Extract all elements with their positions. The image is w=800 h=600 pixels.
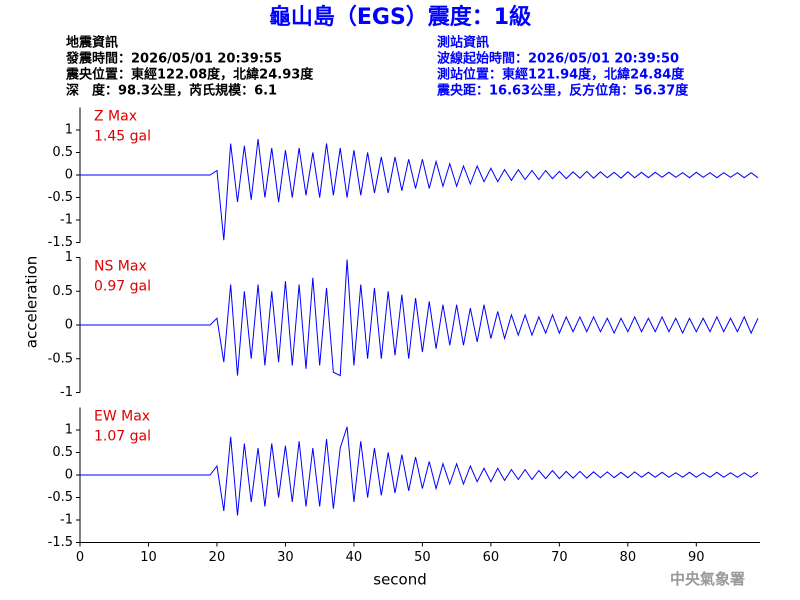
y-tick-label: 0.5 (52, 445, 73, 460)
y-tick-label: 0 (65, 468, 73, 483)
footer: 中央氣象署 (670, 570, 745, 588)
max-annotation: 1.07 gal (94, 429, 151, 445)
x-tick-label: 40 (346, 550, 363, 565)
y-tick-label: 0 (65, 318, 73, 333)
info-line: 地震資訊 (66, 35, 118, 51)
y-tick-label: 0.5 (52, 145, 73, 160)
earthquake-info: 地震資訊 發震時間：2026/05/01 20:39:55 震央位置：東經122… (65, 35, 314, 99)
y-tick-label: -1 (60, 213, 73, 228)
y-tick-label: 0 (65, 168, 73, 183)
y-tick-label: -0.5 (48, 490, 73, 505)
info-line: 測站資訊 (437, 35, 489, 51)
y-tick-label: -1.5 (48, 535, 73, 550)
info-line: 波線起始時間：2026/05/01 20:39:50 (437, 51, 679, 67)
max-annotation: Z Max (94, 109, 137, 125)
x-tick-label: 80 (620, 550, 637, 565)
max-annotation: 0.97 gal (94, 279, 151, 295)
x-tick-label: 20 (209, 550, 226, 565)
waveform (80, 259, 759, 377)
info-line: 震央位置：東經122.08度，北緯24.93度 (65, 67, 314, 83)
y-tick-label: 1 (65, 250, 73, 265)
max-annotation: EW Max (94, 409, 150, 425)
y-tick-label: 1 (65, 423, 73, 438)
y-tick-label: -0.5 (48, 190, 73, 205)
info-line: 深 度：98.3公里，芮氏規模：6.1 (66, 83, 277, 99)
chart-title: 龜山島（EGS）震度：1級 (269, 4, 531, 30)
y-tick-label: -0.5 (48, 351, 73, 366)
x-tick-label: 70 (551, 550, 568, 565)
station-info: 測站資訊 波線起始時間：2026/05/01 20:39:50 測站位置：東經1… (436, 35, 689, 99)
info-line: 震央距：16.63公里，反方位角：56.37度 (436, 83, 689, 99)
x-tick-label: 90 (688, 550, 705, 565)
info-line: 發震時間：2026/05/01 20:39:55 (65, 51, 282, 67)
y-tick-label: -1 (60, 385, 73, 400)
x-axis-label: second (373, 571, 427, 589)
max-annotation: NS Max (94, 259, 147, 275)
y-tick-label: -1 (60, 513, 73, 528)
x-tick-label: 10 (140, 550, 157, 565)
waveform (80, 426, 759, 516)
x-tick-label: 60 (483, 550, 500, 565)
x-tick-label: 30 (277, 550, 294, 565)
x-tick-label: 50 (414, 550, 431, 565)
x-tick-label: 0 (76, 550, 84, 565)
y-tick-label: 0.5 (52, 284, 73, 299)
max-annotation: 1.45 gal (94, 129, 151, 145)
y-axis-label: acceleration (23, 256, 41, 348)
info-line: 測站位置：東經121.94度，北緯24.84度 (437, 67, 685, 83)
waveform (80, 138, 759, 241)
y-tick-label: -1.5 (48, 235, 73, 250)
y-tick-label: 1 (65, 123, 73, 138)
